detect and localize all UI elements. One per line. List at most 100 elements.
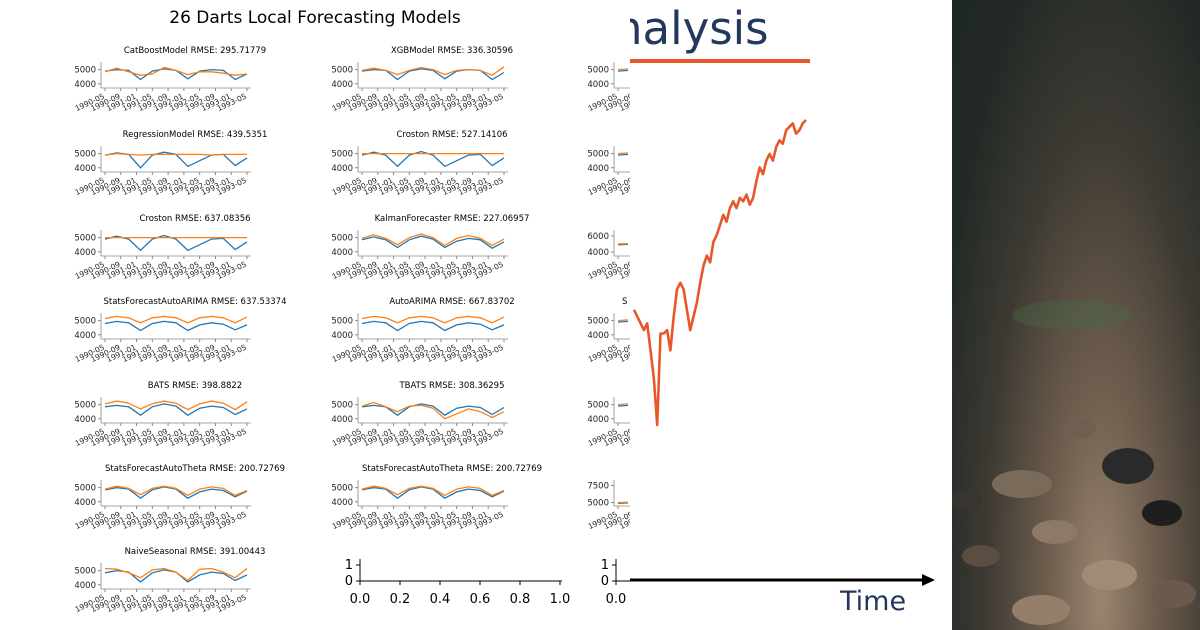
panel-title: BATS RMSE: 398.8822 (147, 381, 243, 391)
pebble-photo (952, 0, 1200, 630)
actual-series-line (361, 235, 505, 249)
y-tick-label: 4000 (331, 248, 353, 258)
forecast-panel: 29500040001990-051990-091991-011991-0519… (0, 46, 2, 126)
y-tick-label: 4000 (74, 498, 96, 508)
analysis-title: nalysis (630, 2, 769, 55)
forecast-series-line (104, 152, 247, 156)
pebble (1032, 520, 1078, 544)
pebble (992, 470, 1052, 498)
actual-series-line (617, 404, 629, 407)
forecast-panel: StatsForecastAutoTheta RMSE: 200.72769 50… (322, 464, 582, 544)
x-tick-label: 1.0 (550, 592, 571, 607)
y-tick-label: 1 (345, 558, 353, 573)
y-tick-label: 5000 (74, 66, 96, 76)
panel-title: Croston RMSE: 527.14106 (396, 130, 508, 140)
y-tick-label: 4000 (587, 164, 609, 174)
panel-plot: 500040001990-051990-091991-011991-051991… (74, 62, 251, 113)
y-tick-label: 5000 (587, 317, 609, 327)
pebble (962, 545, 1000, 567)
forecast-panel: .0303500040001990-051990-091991-011991-0… (0, 297, 2, 377)
panel-title: TBATS RMSE: 308.36295 (399, 381, 505, 391)
actual-series-line (361, 150, 505, 168)
y-tick-label: 0 (601, 574, 609, 589)
panel-plot: 500040001990-051990-091991-011991-051991… (331, 480, 508, 531)
forecast-panel: XGBModel RMSE: 336.30596 5000 4000 1990-05 1… (322, 46, 582, 126)
forecast-panel: StatsForecastAutoARIMA RMSE: 637.53374 50… (65, 297, 325, 377)
panel-plot: 500040001990-051990-091991-011991-051991… (331, 313, 508, 364)
panel-title: Croston RMSE: 637.08356 (139, 214, 251, 224)
y-tick-label: 4000 (587, 248, 609, 258)
forecast-panel: 47314500040001990-051990-091991-011991-0… (0, 381, 2, 461)
actual-series-line (617, 320, 629, 323)
panel-plot: 500040001990-051990-091991-011991-051991… (74, 230, 251, 281)
pebble (1062, 420, 1096, 438)
y-tick-label: 4000 (74, 581, 96, 591)
y-tick-label: 5000 (74, 317, 96, 327)
panel-title: RegressionModel RMSE: 439.5351 (122, 130, 268, 140)
y-tick-label: 4000 (74, 331, 96, 341)
panel-title: CatBoostModel RMSE: 295.71779 (123, 46, 267, 56)
y-tick-label: 5000 (331, 401, 353, 411)
panel-title: NaiveSeasonal RMSE: 391.00443 (124, 547, 266, 557)
y-tick-label: 4000 (331, 415, 353, 425)
actual-series-line (104, 234, 248, 252)
x-tick-label: 0.0 (606, 592, 627, 607)
y-tick-label: 7500 (587, 481, 609, 491)
forecast-series-line (104, 400, 248, 411)
time-series-illustration: nalysis Time (630, 0, 952, 630)
actual-series-line (361, 320, 505, 332)
panel-plot: 500040001990-051990-091991-011991-051991… (74, 397, 251, 448)
forecast-series-line (617, 152, 629, 155)
panel-plot: 500040001990-051990-091991-011991-051991… (74, 480, 251, 531)
panel-plot: 500040001990-051990-091991-011991-051991… (0, 547, 2, 627)
time-axis-label: Time (840, 586, 907, 617)
forecast-series-line (617, 403, 629, 406)
y-tick-label: 1 (601, 558, 609, 573)
forecast-panel: Croston RMSE: 637.08356 5000 4000 1990-05 19… (65, 214, 325, 294)
forecast-series-line (104, 485, 248, 497)
panel-title: XGBModel RMSE: 336.30596 (390, 46, 513, 56)
panel-plot: 100.0 (601, 558, 640, 607)
panel-plot: 10 0.0 0.2 0.4 0.6 0.8 1.0 (345, 558, 571, 607)
y-tick-label: 5000 (587, 150, 609, 160)
panel-title: StatsForecastAutoTheta RMSE: 200.72769 (105, 464, 285, 474)
panel-plot: 500040001990-051990-091991-011991-051991… (331, 62, 508, 113)
y-tick-label: 5000 (587, 499, 609, 509)
pebble (952, 490, 982, 510)
forecast-series-line (617, 319, 629, 322)
forecast-grid-figure: 26 Darts Local Forecasting Models 295000… (0, 8, 640, 627)
y-tick-label: 5000 (74, 401, 96, 411)
y-tick-label: 5000 (74, 234, 96, 244)
x-tick-label: 0.0 (350, 592, 371, 607)
grid-main-title: 26 Darts Local Forecasting Models (169, 8, 461, 28)
growth-line-chart (630, 59, 935, 586)
forecast-panel: 500040001990-051990-091991-011991-051991… (0, 547, 2, 627)
pebble (1102, 448, 1154, 484)
panel-plot: 500040001990-051990-091991-011991-051991… (74, 563, 251, 614)
forecast-panel: NaiveSeasonal RMSE: 391.00443 5000 4000 199… (65, 547, 325, 627)
actual-series-line (104, 320, 248, 332)
actual-series-line (617, 153, 629, 156)
pebble (1152, 580, 1196, 608)
y-tick-label: 4000 (74, 415, 96, 425)
y-tick-label: 5000 (331, 66, 353, 76)
panel-title: StatsForecastAutoTheta RMSE: 200.72769 (362, 464, 542, 474)
y-tick-label: 5000 (74, 567, 96, 577)
forecast-series-line (361, 485, 505, 497)
x-tick-label: 0.4 (430, 592, 451, 607)
y-tick-label: 4000 (74, 80, 96, 90)
forecast-panel: TBATS RMSE: 308.36295 5000 4000 1990-05 1990… (322, 381, 582, 461)
x-tick-label: 0.8 (510, 592, 531, 607)
panel-plot: 500040001990-051990-091991-011991-051991… (331, 146, 508, 197)
forecast-panel: BATS RMSE: 398.8822 5000 4000 1990-05 1990-0… (65, 381, 325, 461)
pebble (1142, 500, 1182, 526)
forecast-series-line (361, 66, 505, 77)
y-tick-label: 0 (345, 574, 353, 589)
forecast-panel: StatsForecastAutoTheta RMSE: 200.72769 50… (65, 464, 325, 544)
y-tick-label: 5000 (587, 401, 609, 411)
forecast-series-line (617, 68, 629, 71)
forecast-panel: KalmanForecaster RMSE: 227.06957 5000 4000… (322, 214, 582, 294)
y-tick-label: 4000 (331, 498, 353, 508)
forecast-series-line (104, 567, 248, 582)
pebble (1012, 300, 1132, 330)
